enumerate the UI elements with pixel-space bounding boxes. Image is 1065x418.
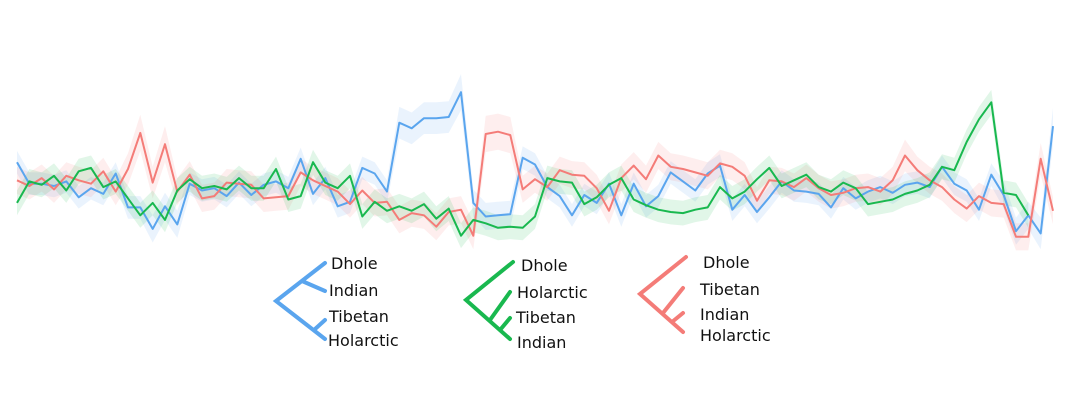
series-0-line bbox=[16, 91, 1054, 235]
tree-red-label-2: Tibetan bbox=[699, 280, 760, 299]
series-lines bbox=[16, 91, 1054, 238]
confidence-bands bbox=[17, 74, 1053, 251]
tree-red-label-3: Indian bbox=[700, 305, 749, 324]
tree-red-label-1: Dhole bbox=[703, 253, 750, 272]
tree-red-label-4: Holarctic bbox=[700, 326, 771, 345]
tree-green-branches bbox=[462, 260, 515, 341]
tree-blue-label-4: Holarctic bbox=[328, 331, 399, 350]
tree-blue-label-2: Indian bbox=[329, 281, 378, 300]
series-0-band bbox=[17, 74, 1053, 250]
tree-green-label-1: Dhole bbox=[521, 256, 568, 275]
tree-blue-label-3: Tibetan bbox=[328, 307, 389, 326]
tree-blue-branches bbox=[272, 261, 327, 341]
tree-blue: Dhole Indian Tibetan Holarctic bbox=[272, 254, 399, 350]
series-2-band bbox=[17, 89, 1029, 249]
series-1-line bbox=[16, 130, 1054, 238]
tree-green: Dhole Holarctic Tibetan Indian bbox=[462, 256, 588, 352]
tree-green-label-3: Tibetan bbox=[515, 308, 576, 327]
tree-green-label-4: Indian bbox=[517, 333, 566, 352]
tree-red-branches bbox=[636, 255, 688, 334]
tree-blue-label-1: Dhole bbox=[331, 254, 378, 273]
tree-green-label-2: Holarctic bbox=[517, 283, 588, 302]
series-1-band bbox=[17, 113, 1053, 251]
series-2-line bbox=[16, 101, 1030, 237]
tree-red: Dhole Tibetan Indian Holarctic bbox=[636, 253, 771, 345]
